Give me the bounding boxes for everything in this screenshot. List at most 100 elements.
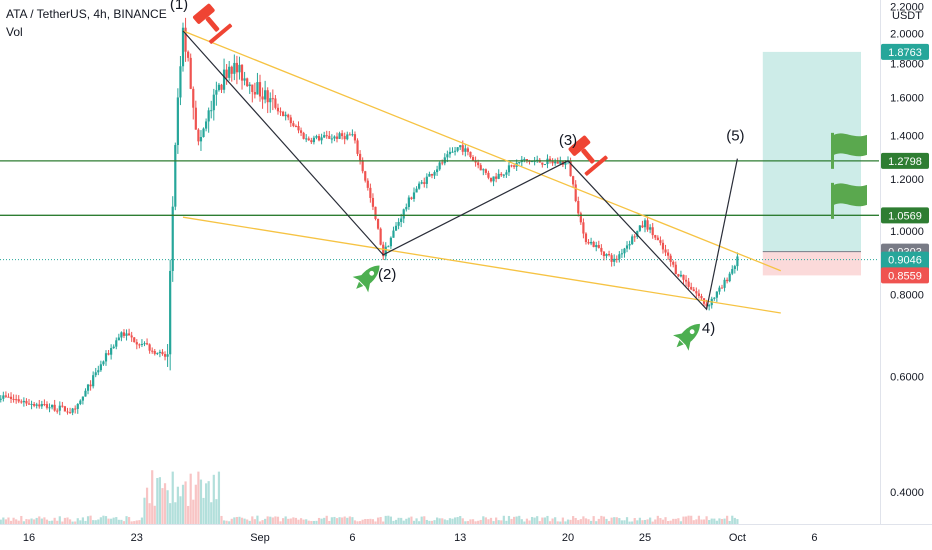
candle	[605, 253, 608, 259]
candle	[484, 168, 487, 175]
candle	[577, 196, 580, 217]
candle	[723, 277, 726, 292]
candle	[248, 82, 251, 94]
volume-bar	[92, 520, 95, 524]
volume-bar	[405, 518, 408, 524]
candle	[143, 341, 146, 347]
candle	[240, 64, 244, 90]
candle	[92, 371, 95, 389]
candle	[328, 130, 331, 140]
candle	[726, 277, 729, 284]
volume-bar	[510, 518, 513, 524]
candle	[253, 82, 256, 99]
volume-bar	[697, 515, 700, 524]
volume-indicator-label[interactable]: Vol	[6, 25, 23, 39]
volume-bar	[338, 517, 341, 524]
volume-bar	[364, 519, 367, 524]
candle	[713, 297, 716, 301]
volume-bar	[592, 516, 595, 524]
volume-bar	[672, 518, 675, 524]
volume-bar	[713, 518, 716, 524]
candle	[495, 172, 498, 183]
volume-bar	[38, 516, 41, 524]
symbol-title[interactable]: ATA / TetherUS, 4h, BINANCE	[6, 7, 167, 21]
volume-bar	[569, 519, 572, 524]
trendline-lower[interactable]	[182, 216, 781, 314]
volume-bar	[731, 515, 734, 524]
price-badge-value: 1.0569	[888, 210, 922, 222]
candle	[602, 251, 606, 261]
flag-icon	[831, 182, 867, 219]
volume-bar	[600, 515, 603, 524]
volume-bar	[448, 518, 452, 524]
volume-bar	[579, 519, 582, 524]
volume-bar	[523, 521, 526, 524]
candle	[133, 337, 136, 343]
candle	[618, 251, 621, 263]
volume-bar	[502, 515, 505, 524]
volume-bar	[12, 517, 15, 524]
volume-bar	[618, 518, 621, 524]
volume-bar	[2, 517, 5, 524]
volume-bar	[145, 487, 149, 524]
volume-bar	[715, 520, 718, 524]
volume-bar	[674, 518, 677, 524]
candle	[518, 161, 521, 165]
candle	[448, 147, 452, 158]
volume-bar	[110, 518, 113, 524]
price-badge-level_upper[interactable]: 1.2798	[881, 152, 929, 169]
volume-bar	[315, 520, 318, 524]
candle	[536, 155, 539, 163]
candle	[587, 239, 590, 245]
drawing-lines[interactable]	[0, 30, 879, 314]
volume-bar	[661, 519, 665, 524]
price-axis-ticks: 0.4000 0.6000 0.8000 1.0000 1.2000 1.4000 1.60…	[890, 2, 924, 499]
price-axis[interactable]: 0.4000 0.6000 0.8000 1.0000 1.2000 1.4000 1.60…	[880, 0, 930, 524]
volume-bar	[289, 518, 292, 524]
trendline-upper[interactable]	[182, 30, 782, 272]
volume-bar	[112, 517, 115, 524]
time-axis[interactable]: 16 23 Sep 6 13 20 25 Oct 6	[0, 524, 932, 545]
candle	[145, 338, 149, 346]
candle	[53, 399, 56, 412]
candle	[384, 242, 387, 261]
volume-bar	[528, 520, 531, 524]
volume-bar	[464, 521, 467, 524]
candle	[356, 138, 359, 157]
volume-bar	[582, 516, 585, 524]
elliott-wave-path[interactable]	[182, 30, 738, 311]
price-badge-stop[interactable]: 0.8559	[881, 267, 929, 284]
volume-bar	[625, 517, 629, 524]
candle	[102, 360, 105, 366]
volume-bar	[194, 484, 197, 524]
volume-bar	[726, 515, 729, 524]
volume-bar	[66, 517, 69, 524]
candle	[305, 134, 308, 143]
price-badge-target[interactable]: 1.8763	[881, 43, 929, 60]
candle	[600, 244, 603, 256]
candle	[397, 218, 400, 230]
volume-bar	[638, 517, 641, 524]
volume-bar	[222, 520, 226, 524]
candle	[412, 187, 416, 202]
candle	[392, 226, 395, 238]
wave-labels: (1) (2) (3) (5) 4)	[170, 0, 745, 337]
volume-bar	[317, 517, 321, 524]
volume-bar	[387, 515, 390, 524]
volume-bar	[238, 516, 241, 524]
volume-bar	[264, 518, 267, 524]
price-badge-level_lower[interactable]: 1.0569	[881, 207, 929, 224]
candle	[271, 89, 274, 111]
volume-bar	[256, 515, 259, 524]
volume-bar	[353, 520, 357, 524]
volume-bar	[669, 520, 672, 524]
candle	[43, 399, 46, 407]
candle	[40, 400, 43, 409]
volume-bar	[279, 521, 282, 524]
volume-bar	[633, 518, 636, 524]
volume-bar	[500, 520, 503, 524]
candle	[192, 86, 195, 120]
volume-bar	[359, 521, 362, 524]
candle	[112, 344, 115, 349]
